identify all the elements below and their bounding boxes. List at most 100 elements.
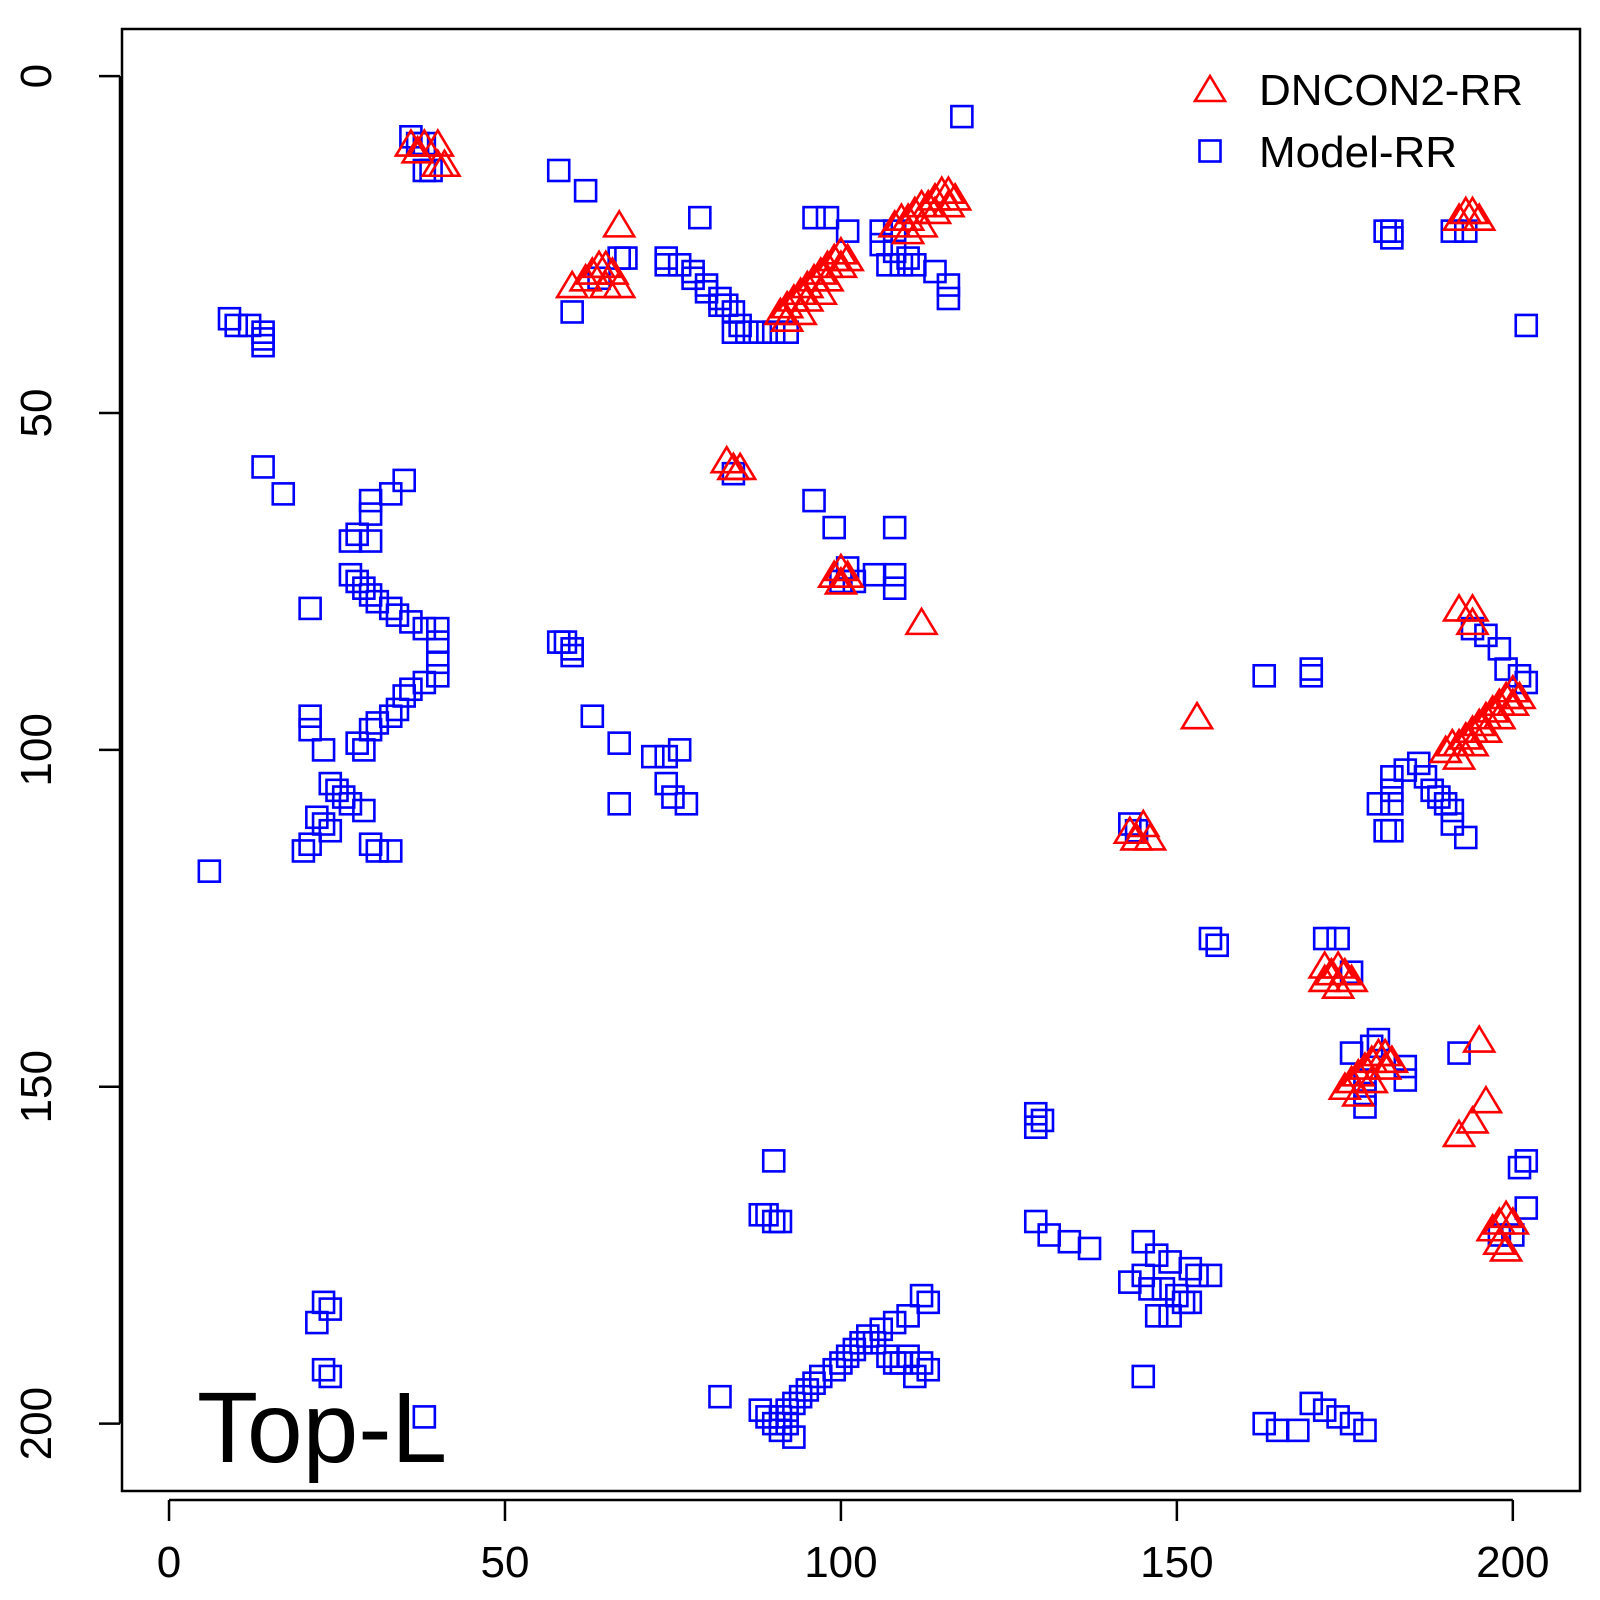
square-point — [1198, 926, 1223, 951]
triangle-point — [823, 552, 859, 582]
square-point — [795, 1378, 820, 1402]
triangle-point — [1495, 687, 1531, 717]
square-point — [855, 1324, 880, 1348]
square-point — [896, 1344, 920, 1369]
x-tick-label: 50 — [481, 1538, 530, 1587]
square-point — [782, 1425, 806, 1449]
square-point — [654, 246, 679, 270]
triangle-point — [823, 565, 859, 595]
square-point — [768, 1405, 793, 1429]
square-point — [1326, 926, 1350, 951]
square-point — [305, 1310, 329, 1335]
square-point — [1037, 1223, 1062, 1247]
square-point — [425, 616, 450, 641]
legend-label: DNCON2-RR — [1259, 66, 1523, 115]
square-point — [835, 219, 860, 243]
square-point — [399, 677, 423, 702]
triangle-point — [575, 256, 610, 285]
square-point — [755, 1202, 779, 1227]
triangle-point — [1488, 1199, 1524, 1229]
triangle-point — [427, 148, 462, 178]
triangle-point — [937, 181, 973, 211]
square-point — [345, 522, 369, 547]
square-point — [1326, 1405, 1350, 1429]
triangle-point — [1112, 815, 1148, 845]
square-point — [546, 158, 571, 183]
square-point — [1144, 1243, 1169, 1267]
square-point — [560, 637, 584, 661]
square-point — [385, 697, 410, 722]
triangle-point — [420, 128, 456, 157]
square-point — [835, 1344, 860, 1369]
square-point — [338, 791, 363, 816]
square-point — [1131, 1229, 1156, 1254]
square-point — [876, 253, 900, 277]
square-point — [1406, 751, 1431, 776]
square-point — [815, 205, 840, 230]
square-point — [425, 663, 450, 688]
square-point — [251, 333, 275, 358]
square-point — [1151, 1277, 1176, 1301]
square-point — [654, 771, 679, 796]
square-point — [681, 266, 705, 291]
square-point — [1427, 785, 1451, 809]
square-point — [1299, 657, 1324, 681]
square-point — [331, 785, 356, 809]
square-point — [748, 1398, 773, 1422]
square-point — [1393, 1054, 1418, 1079]
triangle-point — [722, 451, 758, 481]
square-point — [311, 738, 336, 762]
square-point — [1433, 791, 1458, 816]
triangle-point — [830, 242, 865, 272]
square-point — [271, 482, 296, 506]
square-point — [882, 1310, 907, 1335]
square-point — [1030, 1108, 1055, 1133]
square-point — [768, 1209, 793, 1234]
square-point — [1380, 791, 1404, 816]
square-point — [748, 320, 773, 344]
square-point — [311, 1290, 336, 1315]
square-point — [909, 1351, 934, 1375]
square-point — [829, 1351, 853, 1375]
triangle-point — [1482, 1226, 1517, 1256]
square-point — [1299, 663, 1324, 688]
square-point — [1171, 1290, 1196, 1315]
square-point — [345, 731, 369, 755]
triangle-point — [1461, 1024, 1497, 1053]
points-layer — [197, 104, 1539, 1449]
x-tick-label: 0 — [157, 1538, 181, 1587]
square-point — [358, 583, 383, 607]
square-point — [1057, 1229, 1082, 1254]
square-point — [788, 1384, 813, 1409]
square-point — [802, 205, 826, 230]
square-point — [553, 630, 578, 654]
y-tick-label: 150 — [12, 1050, 61, 1123]
square-point — [298, 717, 322, 742]
square-point — [802, 1371, 826, 1396]
triangle-point — [1307, 963, 1342, 993]
square-point — [365, 589, 390, 614]
triangle-point — [1320, 949, 1356, 979]
square-point — [1380, 219, 1404, 243]
square-point — [237, 313, 262, 338]
series-model-rr — [197, 104, 1539, 1449]
square-point — [325, 778, 349, 803]
square-point — [667, 738, 692, 762]
square-point — [761, 1209, 786, 1234]
square-point — [1252, 663, 1277, 688]
square-point — [1373, 219, 1397, 243]
square-point — [761, 320, 786, 344]
square-point — [425, 630, 450, 654]
square-point — [378, 482, 403, 506]
triangle-point — [830, 559, 865, 589]
square-point — [378, 704, 403, 729]
x-tick-label: 200 — [1476, 1538, 1549, 1587]
square-point — [761, 1411, 786, 1436]
square-point — [667, 253, 692, 277]
square-point — [560, 300, 584, 324]
triangle-point — [1320, 970, 1356, 1000]
triangle-point — [931, 175, 966, 204]
square-point — [1312, 926, 1337, 951]
square-point — [882, 1351, 907, 1375]
square-point — [1353, 1095, 1377, 1119]
